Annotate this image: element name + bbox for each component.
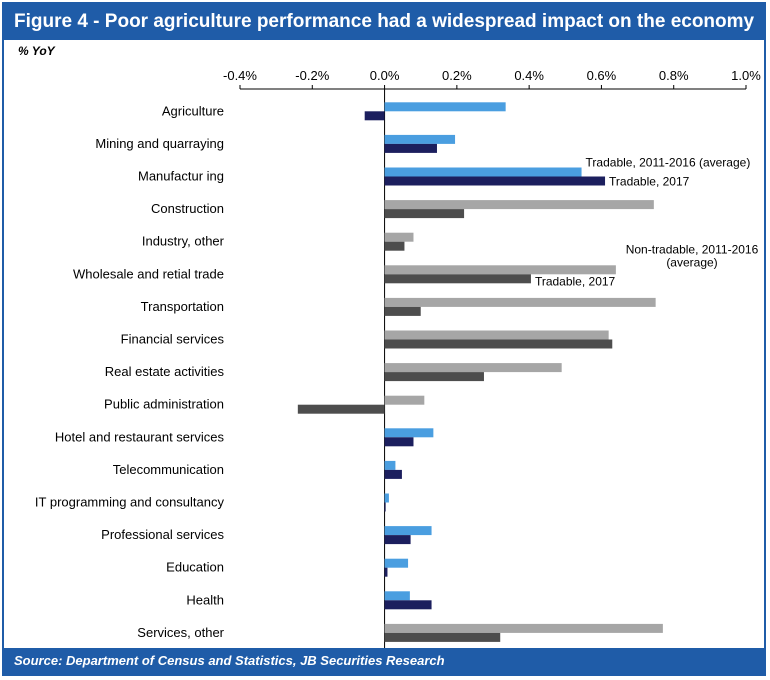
bar-avg-2011-2016: [384, 591, 410, 601]
bar-2017: [384, 600, 432, 610]
annotation-label: (average): [666, 255, 717, 269]
bar-avg-2011-2016: [384, 623, 663, 633]
bar-avg-2011-2016: [384, 395, 425, 405]
category-label: Industry, other: [142, 234, 225, 249]
category-label: Wholesale and retial trade: [73, 266, 224, 281]
bar-avg-2011-2016: [384, 102, 506, 112]
category-labels: Agriculture Mining and quarraying Manufact…: [35, 103, 225, 640]
category-label: Health: [186, 592, 224, 607]
bar-avg-2011-2016: [384, 460, 396, 470]
bar-avg-2011-2016: [384, 558, 409, 568]
annotation-label: Tradable, 2011-2016 (average): [586, 156, 751, 170]
x-tick-label: 1.0%: [731, 68, 761, 83]
bar-avg-2011-2016: [384, 167, 582, 177]
bar-2017: [384, 632, 501, 642]
bar-2017: [297, 404, 385, 414]
bar-avg-2011-2016: [384, 232, 414, 242]
bar-2017: [384, 209, 465, 219]
bar-2017: [384, 535, 411, 545]
bar-2017: [384, 274, 531, 284]
category-label: Manufactur ing: [138, 169, 224, 184]
bar-avg-2011-2016: [384, 428, 434, 438]
bar-avg-2011-2016: [384, 526, 432, 536]
x-tick-label: 0.4%: [514, 68, 544, 83]
x-tick-label: 0.0%: [370, 68, 400, 83]
bar-avg-2011-2016: [384, 330, 609, 340]
figure-title: Figure 4 - Poor agriculture performance …: [4, 4, 764, 40]
bar-chart: -0.4% -0.2% 0.0% 0.2% 0.4% 0.6% 0.8% 1.0% Agric…: [35, 68, 761, 650]
bar-2017: [384, 469, 402, 479]
x-tick-label: -0.2%: [295, 68, 329, 83]
bar-avg-2011-2016: [384, 265, 616, 275]
bar-avg-2011-2016: [384, 493, 389, 503]
category-label: Mining and quarraying: [95, 136, 224, 151]
bar-2017: [384, 143, 437, 153]
unit-label: % YoY: [18, 44, 55, 58]
bar-2017: [384, 339, 613, 349]
category-label: Services, other: [137, 625, 224, 640]
category-label: Real estate activities: [105, 364, 225, 379]
bar-2017: [384, 306, 421, 316]
category-label: IT programming and consultancy: [35, 495, 225, 510]
x-tick-label: 0.8%: [659, 68, 689, 83]
category-label: Education: [166, 560, 224, 575]
bar-2017: [384, 567, 388, 577]
source-note: Source: Department of Census and Statist…: [4, 648, 764, 674]
category-label: Public administration: [104, 397, 224, 412]
bar-avg-2011-2016: [384, 297, 656, 307]
bar-avg-2011-2016: [384, 134, 456, 144]
bar-2017: [384, 176, 606, 186]
category-label: Transportation: [141, 299, 224, 314]
bar-avg-2011-2016: [384, 200, 654, 210]
annotation-label: Tradable, 2017: [609, 175, 690, 189]
bar-2017: [364, 111, 385, 121]
bar-2017: [384, 437, 414, 447]
category-label: Financial services: [121, 332, 225, 347]
x-tick-label: 0.2%: [442, 68, 472, 83]
bar-avg-2011-2016: [384, 363, 562, 373]
category-label: Professional services: [101, 527, 224, 542]
bar-2017: [384, 241, 405, 251]
category-label: Telecommunication: [113, 462, 224, 477]
category-label: Agriculture: [162, 103, 224, 118]
category-label: Construction: [151, 201, 224, 216]
annotations: Tradable, 2011-2016 (average) Tradable, 2…: [535, 156, 759, 289]
x-tick-label: -0.4%: [223, 68, 257, 83]
bar-2017: [384, 502, 386, 512]
bar-2017: [384, 372, 484, 382]
x-tick-label: 0.6%: [587, 68, 617, 83]
category-label: Hotel and restaurant services: [55, 429, 225, 444]
annotation-label: Tradable, 2017: [535, 274, 616, 288]
annotation-label: Non-tradable, 2011-2016: [626, 242, 759, 256]
bars: [297, 102, 663, 642]
